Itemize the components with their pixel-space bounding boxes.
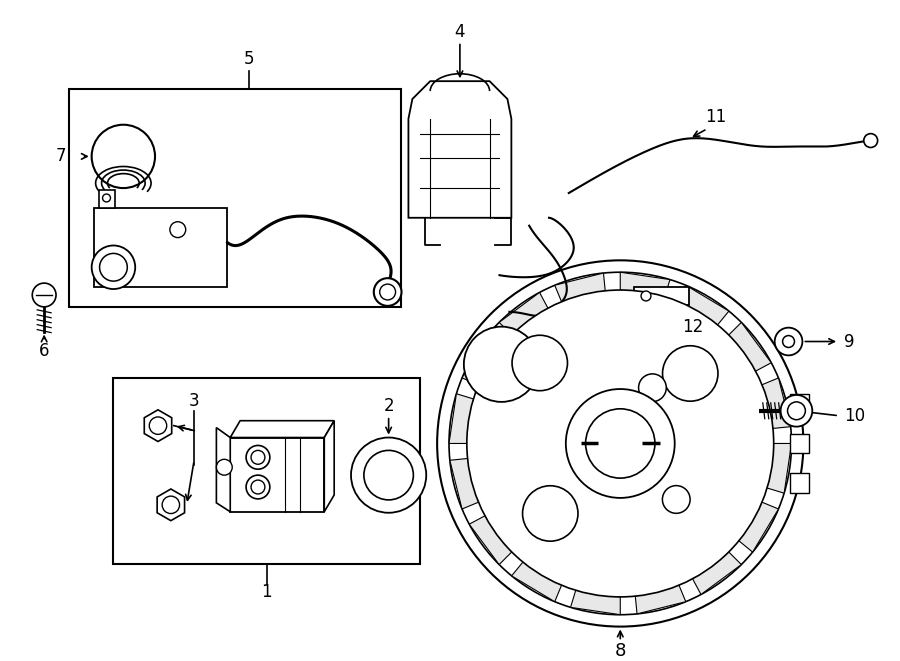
Polygon shape bbox=[144, 410, 172, 442]
Circle shape bbox=[380, 284, 396, 300]
Text: 1: 1 bbox=[262, 583, 272, 601]
Polygon shape bbox=[324, 420, 334, 512]
Polygon shape bbox=[449, 394, 473, 444]
Circle shape bbox=[162, 496, 180, 514]
Circle shape bbox=[92, 125, 155, 188]
Circle shape bbox=[149, 417, 166, 434]
Circle shape bbox=[351, 438, 427, 513]
Text: 2: 2 bbox=[383, 397, 394, 415]
Circle shape bbox=[523, 486, 578, 541]
Polygon shape bbox=[679, 286, 729, 325]
Circle shape bbox=[251, 480, 265, 494]
Polygon shape bbox=[99, 190, 115, 208]
Bar bbox=[789, 434, 809, 453]
Polygon shape bbox=[571, 590, 620, 615]
Polygon shape bbox=[450, 459, 479, 509]
Circle shape bbox=[449, 272, 791, 615]
Text: 11: 11 bbox=[705, 108, 726, 126]
Circle shape bbox=[437, 260, 804, 627]
Text: 10: 10 bbox=[844, 407, 865, 425]
Text: 8: 8 bbox=[615, 642, 626, 660]
Circle shape bbox=[170, 221, 185, 237]
Circle shape bbox=[216, 459, 232, 475]
Circle shape bbox=[364, 450, 413, 500]
Polygon shape bbox=[693, 552, 742, 594]
Circle shape bbox=[251, 450, 265, 464]
Polygon shape bbox=[511, 562, 562, 602]
Circle shape bbox=[103, 194, 111, 202]
Text: 12: 12 bbox=[682, 318, 704, 336]
Polygon shape bbox=[620, 272, 670, 297]
Polygon shape bbox=[554, 273, 605, 301]
Circle shape bbox=[780, 395, 813, 426]
Text: 4: 4 bbox=[454, 22, 465, 41]
Polygon shape bbox=[500, 292, 548, 335]
Polygon shape bbox=[767, 444, 791, 493]
Circle shape bbox=[775, 328, 803, 356]
Circle shape bbox=[586, 408, 655, 478]
Circle shape bbox=[246, 446, 270, 469]
Bar bbox=[113, 378, 420, 564]
Circle shape bbox=[566, 389, 675, 498]
Text: 3: 3 bbox=[189, 392, 200, 410]
Text: 7: 7 bbox=[56, 147, 66, 165]
Polygon shape bbox=[729, 323, 771, 371]
Polygon shape bbox=[158, 489, 184, 521]
Circle shape bbox=[639, 374, 666, 402]
Polygon shape bbox=[762, 378, 791, 428]
Circle shape bbox=[641, 291, 651, 301]
Bar bbox=[230, 438, 324, 512]
Circle shape bbox=[783, 336, 795, 348]
Bar bbox=[69, 89, 400, 307]
Polygon shape bbox=[230, 420, 334, 438]
Polygon shape bbox=[409, 81, 511, 217]
Bar bbox=[94, 208, 228, 287]
Text: 9: 9 bbox=[844, 332, 854, 350]
Circle shape bbox=[100, 253, 127, 281]
Circle shape bbox=[246, 475, 270, 499]
Bar bbox=[789, 394, 809, 414]
Polygon shape bbox=[469, 516, 512, 564]
Circle shape bbox=[32, 283, 56, 307]
Circle shape bbox=[92, 245, 135, 289]
Circle shape bbox=[788, 402, 806, 420]
Polygon shape bbox=[635, 585, 686, 614]
Circle shape bbox=[467, 290, 774, 597]
Polygon shape bbox=[634, 287, 688, 336]
Circle shape bbox=[464, 327, 539, 402]
Circle shape bbox=[864, 134, 878, 147]
Polygon shape bbox=[739, 502, 778, 552]
Text: 6: 6 bbox=[39, 342, 50, 360]
Text: 5: 5 bbox=[244, 50, 255, 68]
Polygon shape bbox=[216, 428, 230, 512]
Circle shape bbox=[662, 486, 690, 514]
Circle shape bbox=[374, 278, 401, 306]
Circle shape bbox=[512, 335, 568, 391]
Bar bbox=[789, 473, 809, 493]
Polygon shape bbox=[462, 335, 501, 385]
Circle shape bbox=[662, 346, 718, 401]
